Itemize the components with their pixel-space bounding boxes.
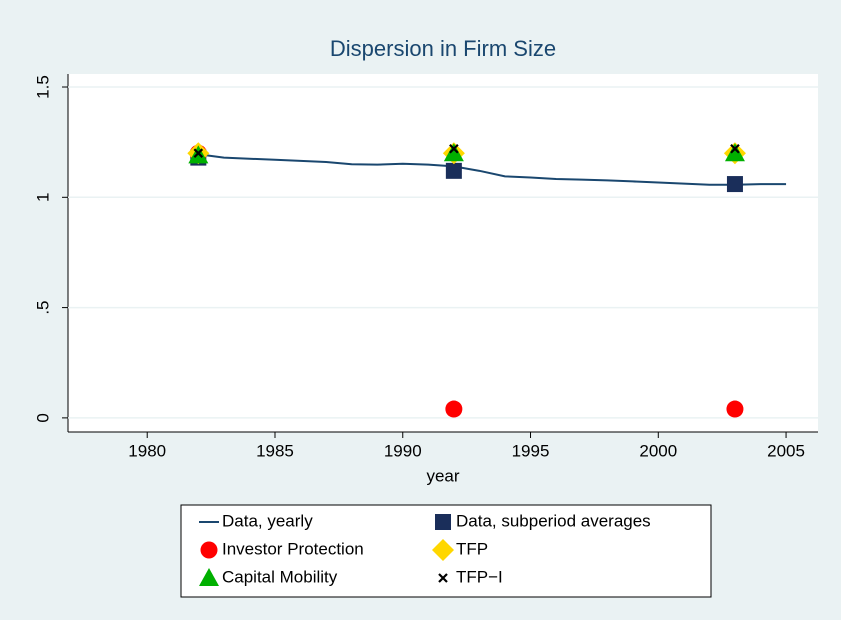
marker-x — [449, 143, 459, 154]
marker-triangle — [443, 143, 464, 162]
data-line — [198, 153, 787, 186]
plot-area — [68, 74, 818, 432]
marker-x — [730, 143, 740, 154]
x-tick-label: 1990 — [384, 441, 422, 460]
marker-circle — [445, 400, 463, 418]
legend-label: Data, subperiod averages — [456, 511, 651, 530]
y-tick-label: 0 — [33, 413, 52, 422]
y-tick-label: 1 — [33, 193, 52, 202]
marker-square — [726, 176, 743, 193]
x-tick-label: 2000 — [639, 441, 677, 460]
marker-triangle — [199, 568, 219, 586]
marker-triangle — [724, 143, 745, 162]
legend-label: TFP−I — [456, 567, 503, 586]
legend-label: TFP — [456, 539, 488, 558]
marker-x — [438, 573, 448, 583]
chart-title: Dispersion in Firm Size — [330, 36, 556, 61]
marker-square — [435, 514, 451, 530]
legend-label: Investor Protection — [222, 539, 364, 558]
y-tick-label: .5 — [33, 300, 52, 314]
legend-label: Data, yearly — [222, 511, 313, 530]
x-tick-label: 1985 — [256, 441, 294, 460]
y-tick-label: 1.5 — [33, 75, 52, 99]
marker-circle — [726, 400, 744, 418]
x-axis-label: year — [426, 466, 459, 485]
marker-diamond — [432, 539, 454, 561]
marker-square — [445, 162, 462, 179]
x-tick-label: 1995 — [512, 441, 550, 460]
legend-label: Capital Mobility — [222, 567, 338, 586]
marker-circle — [200, 541, 218, 559]
marker-x — [193, 148, 204, 158]
x-tick-label: 2005 — [767, 441, 805, 460]
x-tick-label: 1980 — [128, 441, 166, 460]
